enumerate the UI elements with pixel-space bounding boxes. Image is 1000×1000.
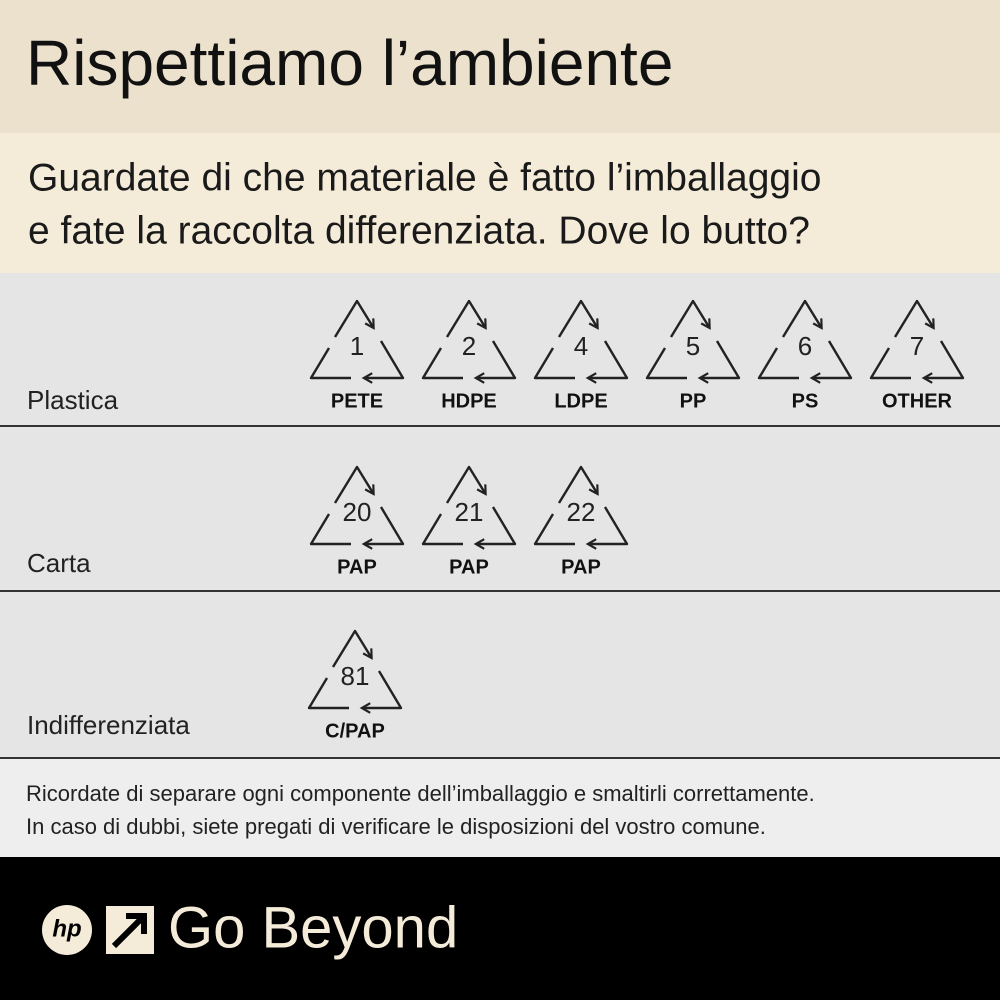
material-label: PP	[680, 390, 707, 412]
material-code: 6	[798, 331, 812, 361]
category-row: Indifferenziata 81 C/PAP	[0, 590, 1000, 742]
category-name: Plastica	[27, 385, 119, 415]
material-code: 5	[686, 331, 700, 361]
material-code: 22	[567, 497, 596, 527]
footer	[0, 857, 1000, 1000]
material-code: 21	[455, 497, 484, 527]
material-code: 4	[574, 331, 588, 361]
category-row: Carta 20 PAP 21 PAP 22 PAP	[0, 425, 1000, 578]
material-code: 2	[462, 331, 476, 361]
material-label: LDPE	[554, 390, 607, 412]
categories-band	[0, 273, 1000, 758]
recycling-symbol: 20 PAP	[311, 467, 403, 578]
subtitle-line: Guardate di che materiale è fatto l’imba…	[28, 156, 821, 199]
tagline: Go Beyond	[168, 895, 458, 960]
recycling-symbol: 81 C/PAP	[309, 631, 401, 742]
material-label: PETE	[331, 390, 383, 412]
material-label: PAP	[337, 556, 377, 578]
subtitle-band	[0, 133, 1000, 273]
subtitle-line: e fate la raccolta differenziata. Dove l…	[28, 209, 810, 252]
category-row: Plastica 1 PETE 2 HDPE 4 LDPE 5 PP 6 PS 7 OTHER	[27, 301, 963, 415]
category-name: Carta	[27, 548, 91, 578]
recycling-symbol: 1 PETE	[311, 301, 403, 412]
material-label: C/PAP	[325, 720, 385, 742]
header-band	[0, 0, 1000, 133]
category-name: Indifferenziata	[27, 710, 190, 740]
hp-logo-text: hp	[52, 915, 81, 942]
material-label: PAP	[561, 556, 601, 578]
material-code: 1	[350, 331, 364, 361]
material-code: 7	[910, 331, 924, 361]
recycling-symbol: 2 HDPE	[423, 301, 515, 412]
material-code: 20	[343, 497, 372, 527]
recycling-symbol: 22 PAP	[535, 467, 627, 578]
material-code: 81	[341, 661, 370, 691]
note-line: Ricordate di separare ogni componente de…	[26, 781, 815, 806]
categories: Plastica 1 PETE 2 HDPE 4 LDPE 5 PP 6 PS 7 OTHER Carta…	[0, 301, 1000, 742]
recycling-symbol: 21 PAP	[423, 467, 515, 578]
material-label: PAP	[449, 556, 489, 578]
recycling-symbol: 6 PS	[759, 301, 851, 412]
material-label: OTHER	[882, 390, 953, 412]
material-label: PS	[792, 390, 819, 412]
recycling-symbol: 5 PP	[647, 301, 739, 412]
note-line: In caso di dubbi, siete pregati di verif…	[26, 814, 766, 839]
title: Rispettiamo l’ambiente	[26, 27, 673, 99]
arrow-icon	[106, 906, 154, 954]
recycling-symbol: 4 LDPE	[535, 301, 627, 412]
recycling-symbol: 7 OTHER	[871, 301, 963, 412]
hp-logo	[42, 905, 92, 955]
material-label: HDPE	[441, 390, 497, 412]
note-band	[0, 758, 1000, 857]
